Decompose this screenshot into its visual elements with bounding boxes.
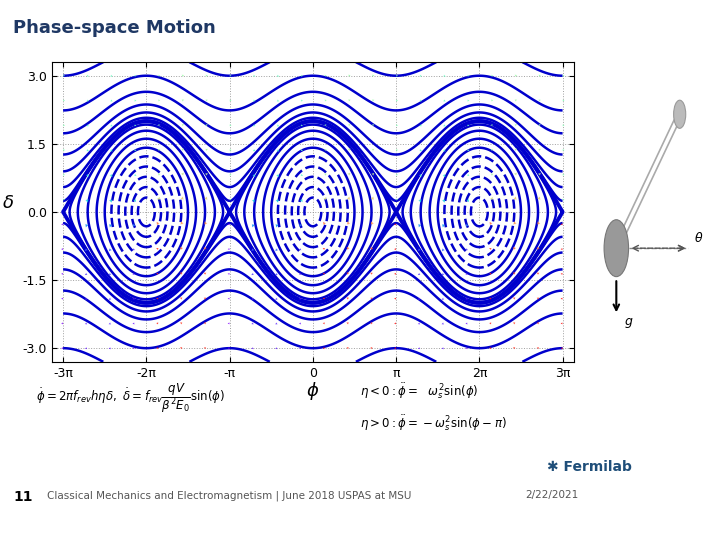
Text: $\dot{\phi} = 2\pi f_{rev} h\eta\delta,\ \dot{\delta} = f_{rev}\dfrac{qV}{\beta^: $\dot{\phi} = 2\pi f_{rev} h\eta\delta,\… <box>36 381 225 415</box>
Circle shape <box>604 220 629 276</box>
Text: 2/22/2021: 2/22/2021 <box>526 490 579 501</box>
Y-axis label: δ: δ <box>3 194 14 212</box>
Text: $\eta < 0 : \ddot{\phi} =\ \ \omega_s^2\sin(\phi)$: $\eta < 0 : \ddot{\phi} =\ \ \omega_s^2\… <box>360 381 479 401</box>
X-axis label: ϕ: ϕ <box>307 382 319 401</box>
Circle shape <box>674 100 685 129</box>
Text: Phase-space Motion: Phase-space Motion <box>13 19 216 37</box>
Text: Classical Mechanics and Electromagnetism | June 2018 USPAS at MSU: Classical Mechanics and Electromagnetism… <box>47 490 411 501</box>
Text: $\theta$: $\theta$ <box>694 231 703 245</box>
Text: ✱ Fermilab: ✱ Fermilab <box>547 460 632 474</box>
Text: $\eta > 0 : \ddot{\phi} = -\omega_s^2\sin(\phi-\pi)$: $\eta > 0 : \ddot{\phi} = -\omega_s^2\si… <box>360 413 507 433</box>
Text: g: g <box>625 315 633 328</box>
Text: 11: 11 <box>13 490 32 504</box>
